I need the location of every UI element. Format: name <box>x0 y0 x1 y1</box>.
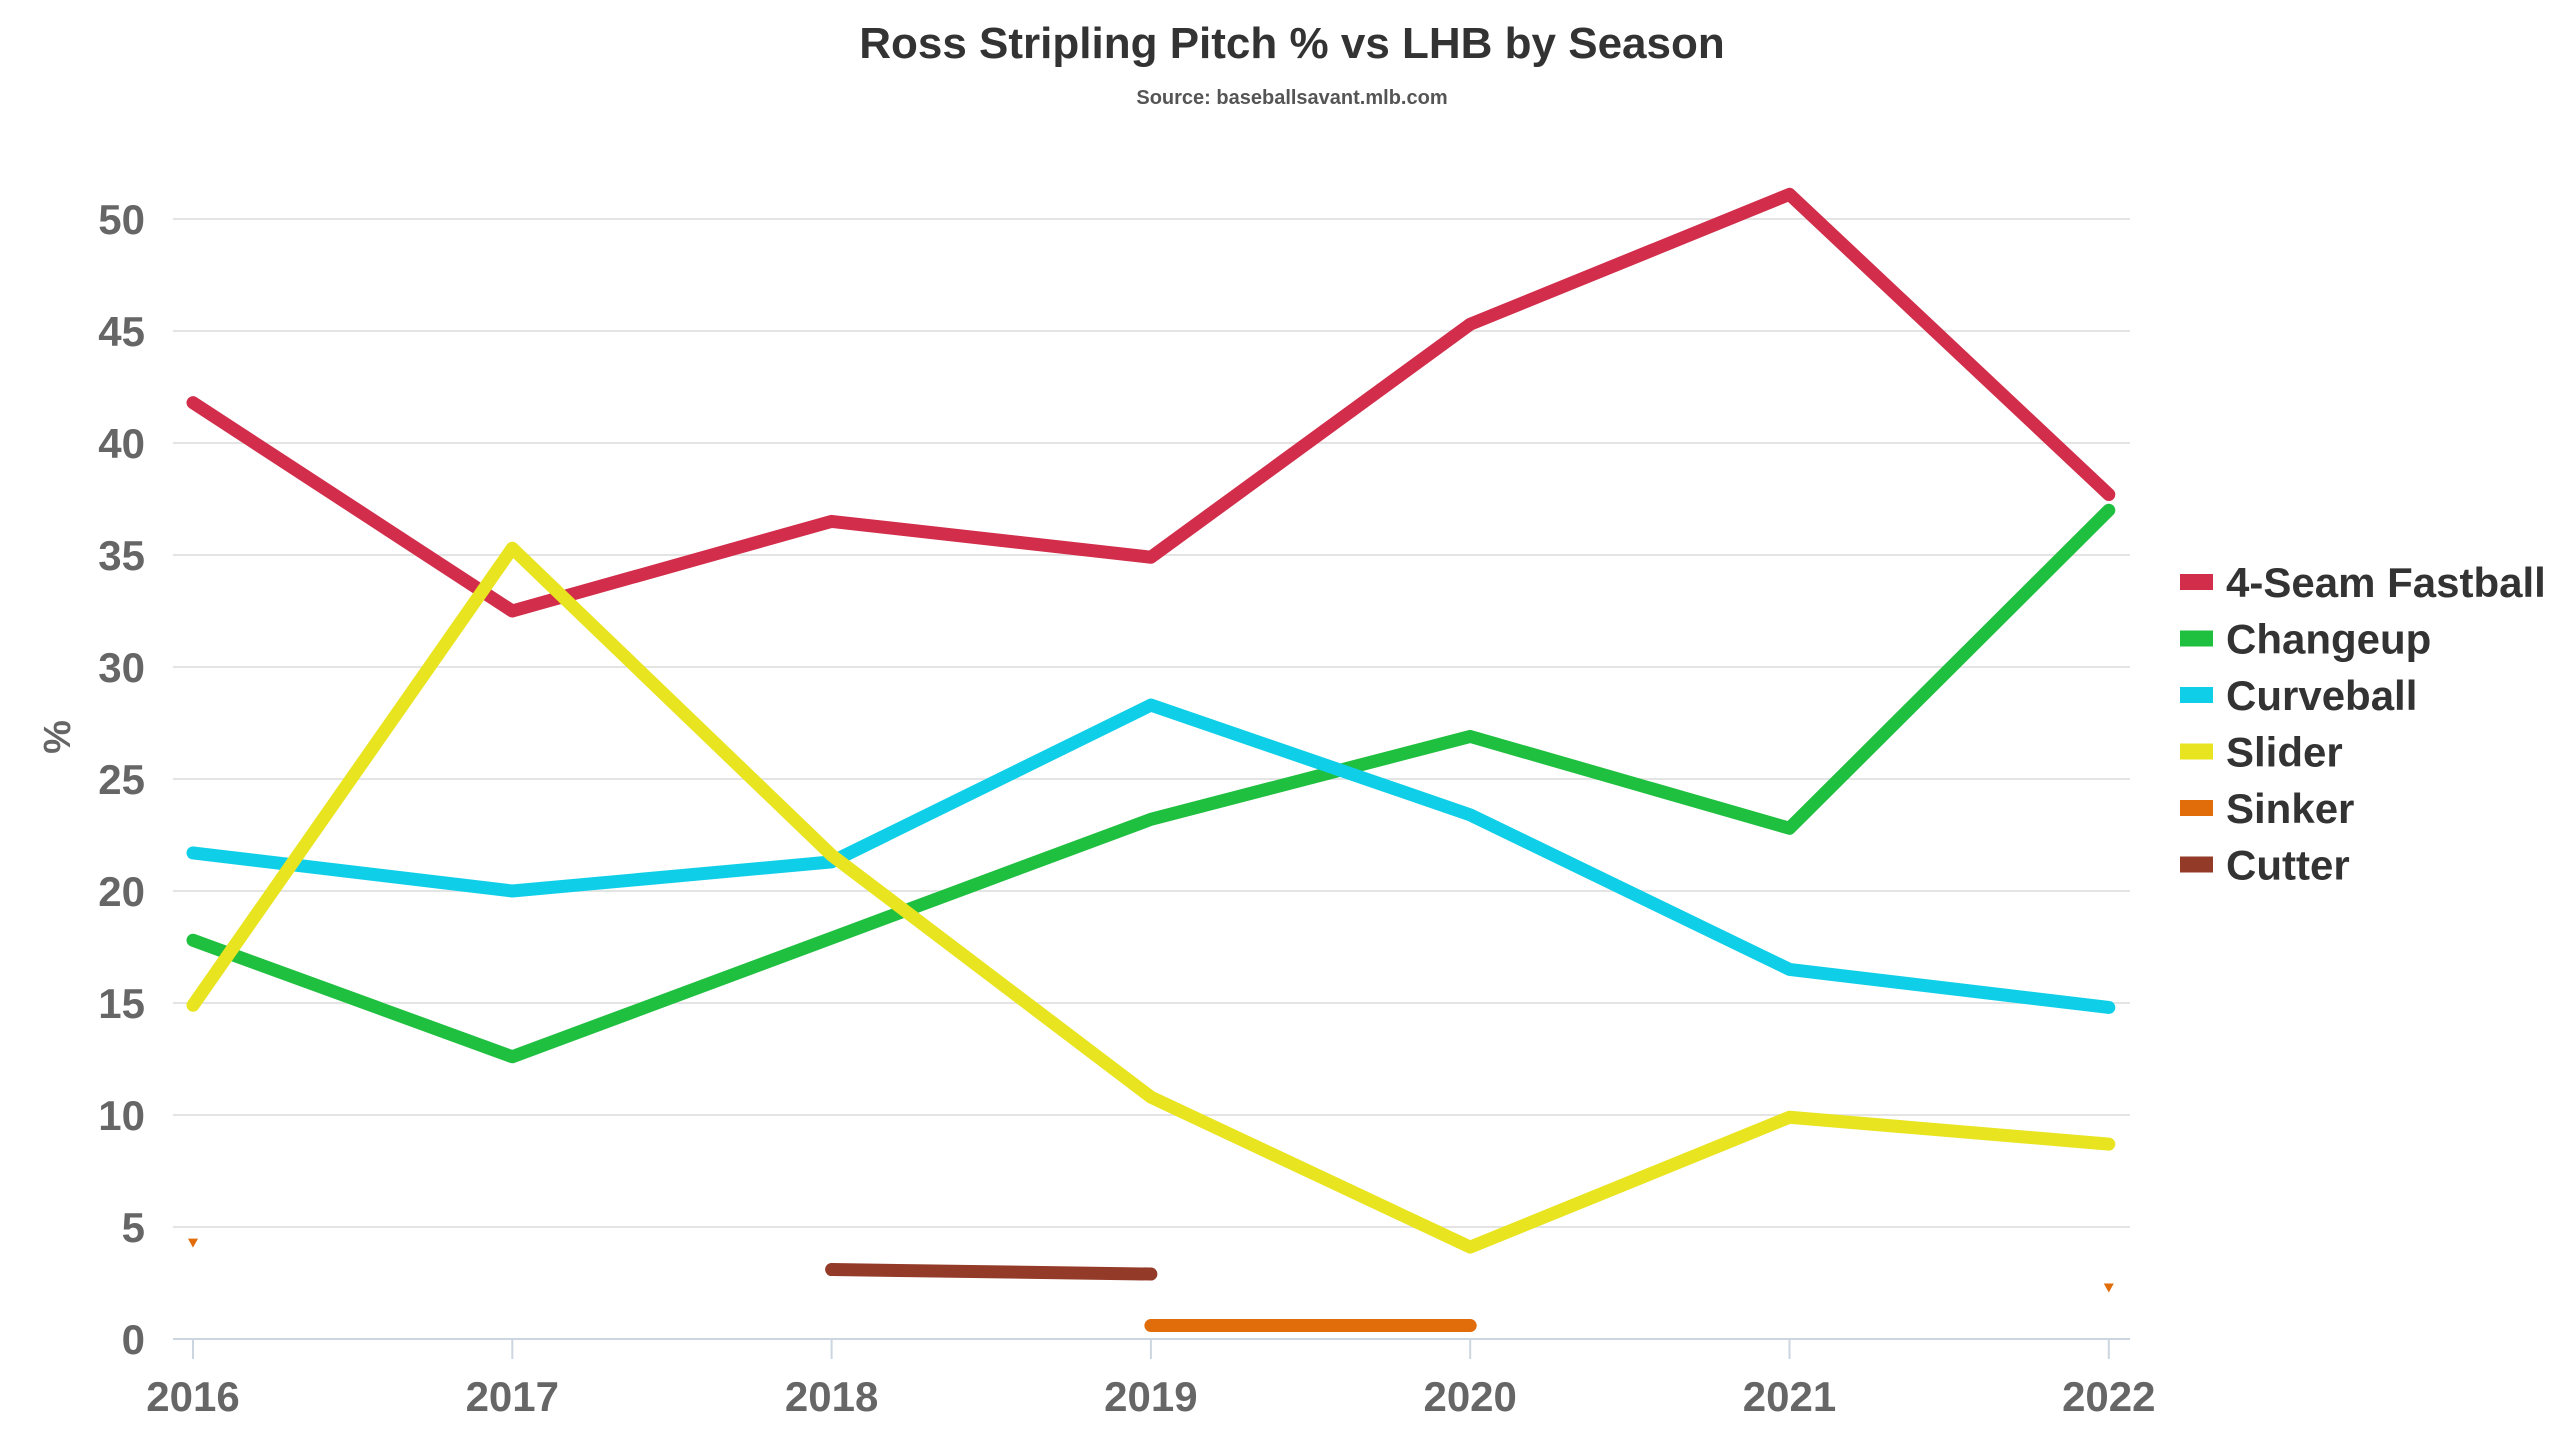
series-changeup <box>186 503 2116 1064</box>
legend-label: Curveball <box>2226 672 2417 719</box>
data-point-marker <box>2103 1283 2114 1293</box>
y-tick-label: 25 <box>98 756 145 803</box>
series-line <box>186 503 2116 1064</box>
y-tick-label: 30 <box>98 644 145 691</box>
x-tick-label: 2016 <box>146 1373 239 1420</box>
legend-item[interactable]: 4-Seam Fastball <box>2180 559 2546 606</box>
series-cutter <box>825 1263 1158 1281</box>
y-tick-label: 10 <box>98 1092 145 1139</box>
legend-swatch <box>2180 630 2213 647</box>
legend-swatch <box>2180 574 2213 590</box>
y-tick-label: 35 <box>98 532 145 579</box>
legend-label: 4-Seam Fastball <box>2226 559 2546 606</box>
gridlines <box>173 218 2130 1228</box>
legend-swatch <box>2180 800 2213 816</box>
legend-label: Changeup <box>2226 616 2431 663</box>
series-slider <box>186 541 2116 1254</box>
y-axis-label: % <box>37 720 79 754</box>
legend-item[interactable]: Curveball <box>2180 672 2417 719</box>
y-tick-label: 20 <box>98 868 145 915</box>
y-axis-ticks: 0 5 10 15 20 25 30 35 40 45 50 <box>98 196 145 1363</box>
legend: 4-Seam Fastball Changeup Curveball Slider Si… <box>2180 559 2546 889</box>
data-point-marker <box>188 1238 198 1248</box>
x-tick-label: 2019 <box>1104 1373 1197 1420</box>
series-lines <box>186 187 2116 1333</box>
legend-item[interactable]: Sinker <box>2180 785 2354 832</box>
x-tick-label: 2020 <box>1423 1373 1516 1420</box>
y-tick-label: 45 <box>98 308 145 355</box>
series-curveball <box>186 698 2116 1014</box>
y-tick-label: 5 <box>122 1204 145 1251</box>
x-tick-label: 2018 <box>785 1373 878 1420</box>
legend-label: Slider <box>2226 729 2343 776</box>
y-tick-label: 40 <box>98 420 145 467</box>
chart-title: Ross Stripling Pitch % vs LHB by Season <box>859 19 1725 68</box>
legend-swatch <box>2180 687 2213 703</box>
x-axis: 2016 2017 2018 2019 2020 2021 2022 <box>146 1338 2156 1420</box>
chart-subtitle: Source: baseballsavant.mlb.com <box>1136 87 1447 109</box>
series-line <box>186 187 2116 618</box>
x-tick-label: 2022 <box>2062 1373 2155 1420</box>
legend-swatch <box>2180 743 2213 760</box>
x-tick-label: 2017 <box>466 1373 559 1420</box>
legend-item[interactable]: Slider <box>2180 729 2343 776</box>
legend-label: Sinker <box>2226 785 2354 832</box>
legend-item[interactable]: Changeup <box>2180 616 2431 663</box>
series-line <box>186 698 2116 1014</box>
y-tick-label: 50 <box>98 196 145 243</box>
legend-item[interactable]: Cutter <box>2180 842 2350 889</box>
series-line <box>825 1263 1158 1281</box>
series-sinker <box>188 1238 2114 1333</box>
series-line <box>186 541 2116 1254</box>
y-tick-label: 0 <box>122 1316 145 1363</box>
legend-swatch <box>2180 856 2213 873</box>
legend-label: Cutter <box>2226 842 2350 889</box>
y-tick-label: 15 <box>98 980 145 1027</box>
series-4-seam-fastball <box>186 187 2116 618</box>
x-tick-label: 2021 <box>1743 1373 1836 1420</box>
